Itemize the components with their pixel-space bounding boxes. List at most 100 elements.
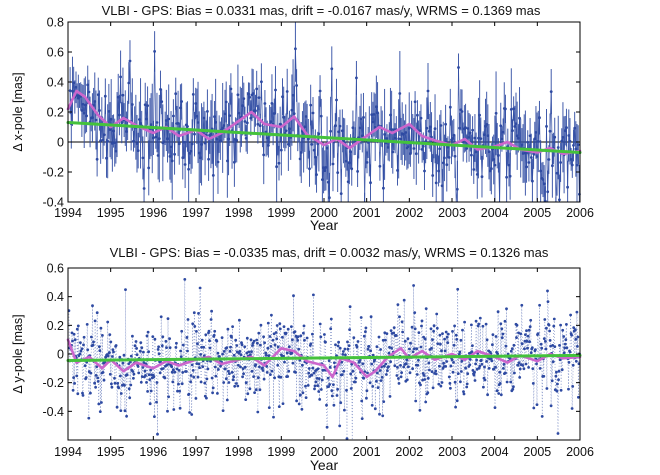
ypole-data-point [444,365,448,368]
xpole-data-point [154,135,158,139]
ypole-data-point [141,366,145,369]
ypole-data-point [562,351,566,355]
xpole-data-point [460,110,464,113]
ypole-data-point [367,345,371,348]
ypole-data-point [269,373,272,376]
xpole-data-point [521,152,525,155]
ypole-data-point [279,375,283,379]
xpole-data-point [272,112,276,115]
xpole-xtick-label: 1997 [182,206,210,220]
xpole-data-point [143,103,147,107]
xpole-data-point [558,198,561,202]
xpole-data-point [258,124,262,128]
xpole-data-point [243,120,247,123]
xpole-data-point [290,108,294,112]
ypole-data-point [208,346,212,350]
xpole-data-point [186,125,189,128]
xpole-data-point [559,161,562,164]
ypole-xtick-label: 1997 [182,445,210,459]
xpole-data-point [569,158,573,161]
xpole-data-point [372,113,376,116]
ypole-data-point [359,316,363,319]
xpole-data-point [233,160,236,164]
xpole-data-point [467,136,471,139]
ypole-line-layer [66,338,582,379]
ypole-data-point [487,366,491,370]
xpole-data-point [513,125,517,128]
ypole-data-point [378,369,382,372]
ypole-data-point [432,324,436,328]
ypole-data-point [257,331,261,335]
xpole-data-point [541,178,545,181]
ypole-data-point [456,372,460,375]
ypole-data-point [510,347,514,350]
xpole-data-point [196,121,200,124]
ypole-ylabel: Δ y-pole [mas] [11,314,25,393]
xpole-data-point [167,117,171,121]
xpole-data-point [515,134,519,138]
xpole-data-point [371,120,375,124]
ypole-data-point [431,386,435,390]
xpole-data-point [375,105,378,109]
ypole-data-point [269,345,273,348]
xpole-data-point [159,88,162,91]
ypole-data-point [79,349,83,353]
ypole-data-point [531,367,535,370]
ypole-data-point [208,339,211,343]
ypole-data-point [443,337,446,341]
xpole-data-point [527,161,531,164]
xpole-data-point [285,90,289,93]
ypole-data-point [96,380,100,383]
xpole-data-point [426,89,430,93]
xpole-data-point [486,134,490,138]
xpole-data-point [331,162,335,166]
xpole-data-point [482,133,486,137]
ypole-data-point [565,323,568,326]
xpole-data-point [549,90,553,93]
xpole-data-point [333,124,337,128]
xpole-data-point [574,147,578,151]
xpole-data-point [127,81,131,85]
ypole-data-point [277,405,281,408]
ypole-data-point [117,386,121,390]
xpole-data-point [378,164,382,168]
ypole-data-point [75,374,79,378]
xpole-data-point [389,113,392,117]
xpole-data-point [317,132,321,136]
ypole-data-point [459,338,463,342]
ypole-data-point [84,376,88,379]
ypole-data-point [485,338,489,342]
ypole-data-point [406,337,410,341]
xpole-data-point [336,171,340,175]
ypole-data-point [131,370,135,373]
ypole-data-point [145,334,149,338]
xpole-data-point [545,125,548,128]
ypole-data-point [116,382,120,385]
ypole-data-point [470,323,473,327]
ypole-data-point [499,322,503,326]
xpole-data-point [325,146,329,150]
ypole-data-point [304,384,307,388]
ypole-data-point [398,315,401,319]
xpole-data-point [413,100,417,104]
xpole-data-point [470,153,473,157]
ypole-data-point [140,375,144,378]
ypole-data-point [239,365,242,369]
xpole-data-point [458,126,462,130]
ypole-data-point [474,362,477,366]
ypole-data-point [531,382,535,385]
ypole-data-point [297,402,301,406]
xpole-data-point [326,180,330,184]
ypole-data-point [397,382,401,385]
ypole-data-point [362,376,366,380]
ypole-trend-line [66,353,582,362]
xpole-data-point [316,142,320,146]
ypole-data-point [227,369,230,373]
ypole-data-point [332,403,336,407]
xpole-data-point [497,154,500,157]
ypole-data-point [410,325,414,329]
ypole-data-point [139,380,143,384]
ypole-data-point [307,371,311,375]
ypole-data-point [119,392,123,395]
ypole-ytick-label: -0.2 [42,376,64,390]
